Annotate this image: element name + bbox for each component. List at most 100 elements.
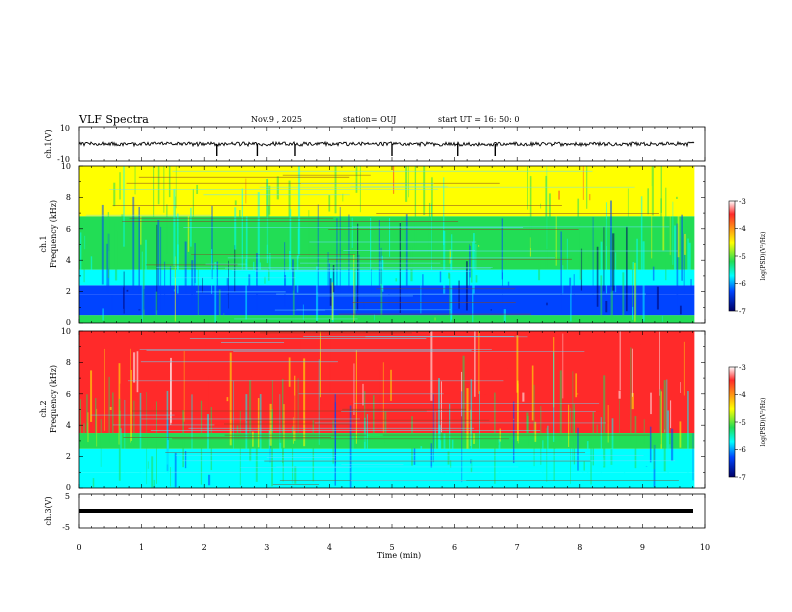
spec1-ylabel-frequency: Frequency (kHz) xyxy=(49,200,58,268)
spectrogram-burst xyxy=(124,399,126,482)
spectrogram-burst xyxy=(413,448,416,465)
spectrogram-burst xyxy=(107,212,110,278)
spectrogram-burst xyxy=(208,376,210,415)
spectrogram-burst xyxy=(540,203,542,209)
spectrogram-burst xyxy=(141,251,143,322)
spectrogram-burst xyxy=(283,404,285,448)
spec2-ytick: 2 xyxy=(66,452,71,461)
spectrogram-burst xyxy=(405,166,408,202)
spectrogram-burst xyxy=(473,233,475,294)
spectrogram-burst xyxy=(600,241,603,280)
spectrogram-burst xyxy=(184,451,187,469)
spectrogram-burst xyxy=(680,382,681,393)
spectrogram-burst xyxy=(147,461,149,469)
spectrogram-burst xyxy=(627,188,629,256)
spectrogram-burst xyxy=(428,166,430,213)
spec2-ytick: 0 xyxy=(66,483,71,492)
spectrogram-burst xyxy=(303,358,306,447)
spectrogram-burst xyxy=(420,446,423,466)
station-label: station= OUJ xyxy=(343,115,396,124)
spectrogram-burst xyxy=(503,309,506,323)
spectrogram-burst xyxy=(430,331,433,401)
spectrogram-burst xyxy=(660,166,662,213)
spec2-ytick: 10 xyxy=(61,327,71,336)
spectrogram-burst xyxy=(669,444,671,467)
spectrogram-burst xyxy=(331,282,334,321)
spectrogram-burst xyxy=(118,398,121,481)
spectrogram-burst xyxy=(194,243,196,284)
spectrogram-burst xyxy=(87,412,89,443)
spectrogram-burst xyxy=(191,394,193,487)
spec2-ytick: 6 xyxy=(66,390,71,399)
spectrogram-burst xyxy=(248,274,251,291)
spectrogram-burst xyxy=(123,287,125,309)
spectrogram-burst xyxy=(297,166,301,256)
spectrogram-burst xyxy=(168,166,171,198)
spectrogram-burst xyxy=(542,440,544,485)
spectrogram-burst xyxy=(372,395,375,442)
ch3-panel-ticks xyxy=(78,494,706,528)
spectrogram-burst xyxy=(330,331,331,408)
spectrogram-burst xyxy=(86,394,88,443)
spectrogram-burst xyxy=(119,428,122,467)
spectrogram-burst xyxy=(475,275,478,283)
spectrogram-burst xyxy=(469,245,471,278)
spectrogram-burst xyxy=(257,192,260,286)
spectrogram-burst xyxy=(175,166,177,209)
ch1-waveform-trace xyxy=(78,140,695,148)
spectrogram-burst xyxy=(677,183,680,258)
spectrogram-band xyxy=(79,472,695,488)
spectrogram-burst xyxy=(411,416,413,466)
spectrogram-burst xyxy=(334,402,337,464)
spectrogram-burst xyxy=(663,380,666,472)
spectrogram-burst xyxy=(134,166,136,195)
spectrogram-burst xyxy=(241,188,243,281)
spectrogram-burst xyxy=(533,384,535,467)
spectrogram-burst xyxy=(622,272,625,320)
spectrogram-burst xyxy=(683,233,686,255)
spectrogram-burst xyxy=(183,350,185,422)
colorbar-ch2-gradient xyxy=(728,366,736,478)
spectrogram-burst xyxy=(293,395,296,431)
spectrogram-burst xyxy=(605,202,608,294)
spectrogram-burst xyxy=(507,281,510,293)
spectrogram-burst xyxy=(620,401,622,430)
spectrogram-burst xyxy=(106,243,108,293)
spectrogram-burst xyxy=(669,184,671,256)
spectrogram-burst xyxy=(157,220,160,295)
ch3-waveform-panel: 5 -5 ch.3(V) xyxy=(44,492,706,532)
spectrogram-burst xyxy=(676,196,679,199)
spectrogram-burst xyxy=(636,238,638,283)
ch1-ytick-bottom: -10 xyxy=(57,155,70,164)
ch1-panel-ticks xyxy=(78,127,706,161)
spectrogram-burst xyxy=(268,185,271,215)
spectrogram-burst xyxy=(212,166,214,207)
spec1-ytick: 8 xyxy=(66,193,71,202)
xtick-label: 5 xyxy=(389,543,394,552)
spectrogram-burst xyxy=(529,176,532,249)
spectrogram-burst xyxy=(133,352,136,383)
spectrogram-burst xyxy=(184,241,187,295)
spectrogram-burst xyxy=(513,418,515,420)
spectrogram-burst xyxy=(603,457,605,467)
spectrogram-burst xyxy=(204,345,206,407)
spec1-ytick: 4 xyxy=(66,256,71,265)
spectrogram-burst xyxy=(531,365,534,421)
spectrogram-burst xyxy=(146,392,148,485)
spectrogram-burst xyxy=(355,350,357,444)
spectrogram-burst xyxy=(420,281,422,314)
spectrogram-burst xyxy=(302,304,304,320)
spectrogram-burst xyxy=(292,259,294,291)
spectrogram-burst xyxy=(156,331,158,386)
spectrogram-burst xyxy=(354,255,356,323)
spectrogram-burst xyxy=(157,166,160,205)
spectrogram-burst xyxy=(566,238,568,285)
spectrogram-burst xyxy=(291,426,294,484)
spectrogram-burst xyxy=(547,425,549,483)
spectrogram-burst xyxy=(632,306,634,320)
spectrogram-burst xyxy=(353,363,355,415)
spectrogram-burst xyxy=(440,381,442,433)
ch2-spectrogram-yticklabels: 0 2 4 6 8 10 xyxy=(61,327,71,492)
spectrogram-burst xyxy=(349,405,352,488)
spectrogram-burst xyxy=(447,451,450,465)
